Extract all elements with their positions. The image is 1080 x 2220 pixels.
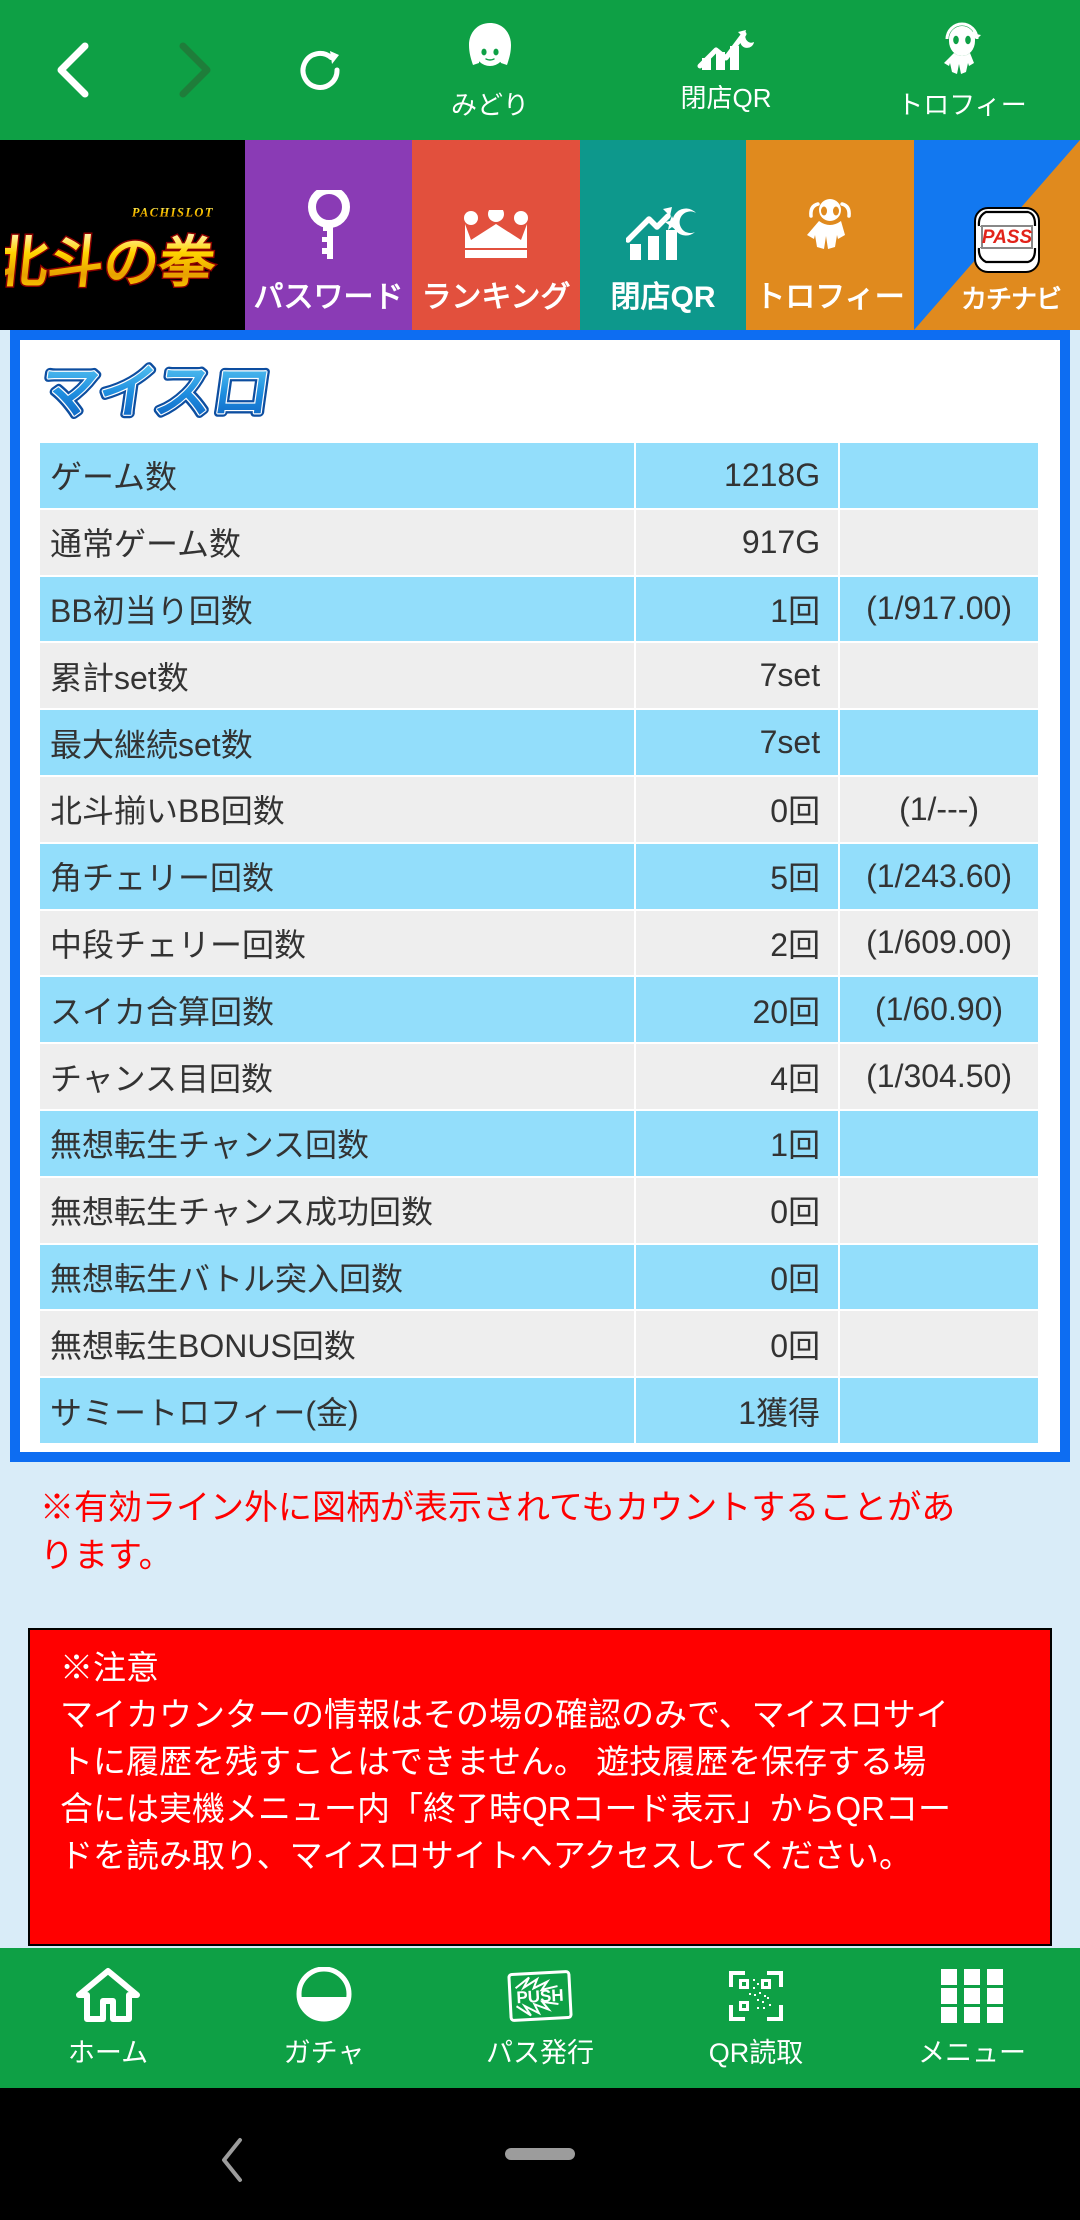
svg-text:北斗の拳: 北斗の拳: [5, 231, 219, 294]
svg-text:PUSH: PUSH: [516, 1985, 564, 2006]
svg-text:PASS: PASS: [982, 227, 1033, 248]
svg-text:マイスロ: マイスロ: [38, 360, 275, 425]
svg-text:PACHISLOT: PACHISLOT: [131, 206, 213, 220]
